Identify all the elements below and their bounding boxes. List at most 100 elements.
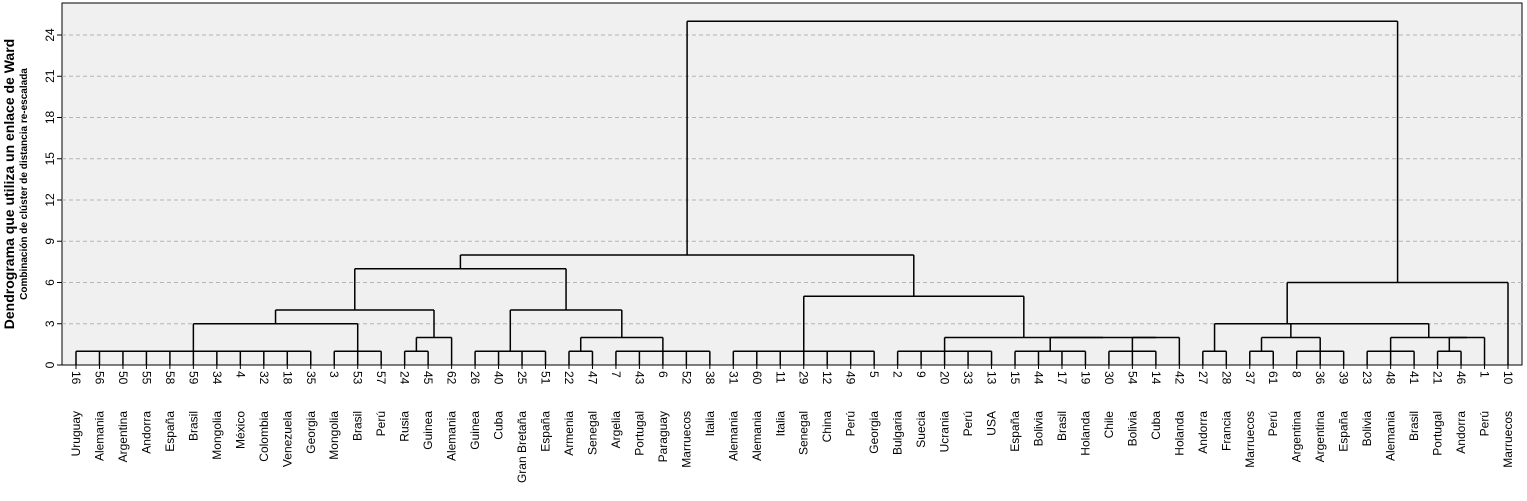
leaf-name-label: Alemania: [92, 411, 106, 461]
leaf-name-label: Italia: [773, 411, 787, 437]
y-axis-label: Dendrograma que utiliza un enlace de War…: [1, 39, 17, 329]
leaf-name-label: Guinea: [421, 411, 435, 450]
leaf-id-label: 19: [1078, 371, 1092, 385]
y-tick-label: 0: [43, 361, 57, 368]
leaf-name-label: Portugal: [632, 411, 646, 456]
leaf-name-label: Alemania: [445, 411, 459, 461]
leaf-name-label: Andorra: [1196, 411, 1210, 454]
leaf-name-label: China: [820, 411, 834, 443]
y-tick-label: 15: [43, 152, 57, 166]
leaf-name-label: España: [1008, 411, 1022, 452]
leaf-id-label: 5: [867, 371, 881, 378]
leaf-id-label: 14: [1149, 371, 1163, 385]
leaf-id-label: 16: [69, 371, 83, 385]
leaf-name-label: Bulgaria: [891, 411, 905, 455]
leaf-id-label: 49: [844, 371, 858, 385]
leaf-id-label: 59: [186, 371, 200, 385]
leaf-name-label: Marruecos: [1501, 411, 1515, 468]
leaf-name-label: España: [1337, 411, 1351, 452]
leaf-name-label: México: [233, 411, 247, 449]
leaf-name-label: Perú: [374, 411, 388, 436]
leaf-id-label: 7: [609, 371, 623, 378]
leaf-id-label: 21: [1431, 371, 1445, 385]
leaf-name-label: Bolivia: [1360, 411, 1374, 447]
leaf-id-label: 22: [562, 371, 576, 385]
x-axis-labels: 16Uruguay56Alemania50Argentina55Andorra5…: [69, 365, 1515, 483]
leaf-name-label: Andorra: [1454, 411, 1468, 454]
leaf-name-label: Argentina: [1313, 411, 1327, 463]
leaf-id-label: 60: [750, 371, 764, 385]
leaf-id-label: 29: [797, 371, 811, 385]
leaf-name-label: Portugal: [1431, 411, 1445, 456]
leaf-name-label: Paraguay: [656, 411, 670, 462]
leaf-name-label: Senegal: [797, 411, 811, 455]
leaf-id-label: 4: [233, 371, 247, 378]
leaf-name-label: Perú: [1478, 411, 1492, 436]
leaf-name-label: Georgia: [867, 411, 881, 454]
leaf-name-label: Mongolia: [210, 411, 224, 460]
leaf-name-label: Ucrania: [938, 411, 952, 453]
leaf-id-label: 42: [1172, 371, 1186, 385]
leaf-id-label: 25: [515, 371, 529, 385]
leaf-name-label: Andorra: [139, 411, 153, 454]
leaf-name-label: Perú: [961, 411, 975, 436]
leaf-id-label: 32: [257, 371, 271, 385]
leaf-id-label: 23: [1360, 371, 1374, 385]
plot-background: [61, 2, 1523, 366]
leaf-name-label: Guinea: [468, 411, 482, 450]
leaf-name-label: Uruguay: [69, 411, 83, 456]
leaf-id-label: 50: [116, 371, 130, 385]
leaf-id-label: 40: [492, 371, 506, 385]
y-tick-label: 3: [43, 320, 57, 327]
leaf-name-label: Francia: [1219, 411, 1233, 451]
leaf-id-label: 3: [327, 371, 341, 378]
y-tick-label: 12: [43, 193, 57, 207]
leaf-name-label: España: [163, 411, 177, 452]
leaf-name-label: Colombia: [257, 411, 271, 462]
leaf-name-label: Alemania: [750, 411, 764, 461]
leaf-name-label: Gran Bretaña: [515, 411, 529, 483]
leaf-name-label: Brasil: [1407, 411, 1421, 441]
leaf-id-label: 11: [773, 371, 787, 384]
leaf-name-label: Perú: [1266, 411, 1280, 436]
leaf-name-label: Argelia: [609, 411, 623, 449]
y-axis: 0 3 6 9 12 15 18 21 24: [43, 28, 62, 368]
leaf-name-label: Georgia: [304, 411, 318, 454]
leaf-id-label: 12: [820, 371, 834, 385]
leaf-id-label: 10: [1501, 371, 1515, 385]
leaf-id-label: 37: [1243, 371, 1257, 385]
leaf-id-label: 57: [374, 371, 388, 385]
leaf-name-label: Mongolia: [327, 411, 341, 460]
leaf-name-label: Brasil: [186, 411, 200, 441]
leaf-id-label: 34: [210, 371, 224, 385]
leaf-name-label: Suecia: [914, 411, 928, 448]
leaf-id-label: 53: [351, 371, 365, 385]
leaf-id-label: 31: [726, 371, 740, 385]
leaf-id-label: 45: [421, 371, 435, 385]
leaf-id-label: 46: [1454, 371, 1468, 385]
y-tick-label: 18: [43, 111, 57, 125]
leaf-id-label: 26: [468, 371, 482, 385]
leaf-name-label: Perú: [844, 411, 858, 436]
y-axis-sublabel: Combinación de clúster de distancia re-e…: [19, 68, 30, 300]
leaf-id-label: 6: [656, 371, 670, 378]
leaf-name-label: Marruecos: [1243, 411, 1257, 468]
leaf-id-label: 20: [938, 371, 952, 385]
leaf-name-label: Argentina: [1290, 411, 1304, 463]
leaf-id-label: 52: [679, 371, 693, 385]
leaf-name-label: USA: [985, 411, 999, 436]
leaf-id-label: 30: [1102, 371, 1116, 385]
leaf-id-label: 8: [1290, 371, 1304, 378]
leaf-id-label: 44: [1031, 371, 1045, 385]
gridlines: [62, 34, 1522, 325]
leaf-name-label: Brasil: [1055, 411, 1069, 441]
leaf-id-label: 36: [1313, 371, 1327, 385]
leaf-id-label: 43: [632, 371, 646, 385]
leaf-name-label: Rusia: [398, 411, 412, 442]
leaf-name-label: Brasil: [351, 411, 365, 441]
leaf-id-label: 24: [398, 371, 412, 385]
leaf-id-label: 17: [1055, 371, 1069, 385]
leaf-name-label: Italia: [703, 411, 717, 437]
leaf-name-label: Alemania: [726, 411, 740, 461]
leaf-id-label: 61: [1266, 371, 1280, 385]
